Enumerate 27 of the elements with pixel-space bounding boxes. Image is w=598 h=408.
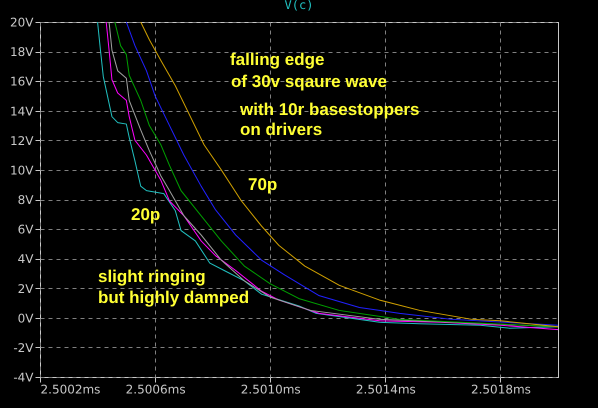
y-tick-label: 6V — [18, 222, 34, 237]
annotation: 20p — [131, 205, 160, 224]
annotation: falling edge — [230, 50, 324, 69]
x-tick-label: 2.5006ms — [126, 382, 186, 396]
annotation: slight ringing — [98, 267, 206, 286]
x-tick-label: 2.5002ms — [40, 382, 100, 396]
y-tick-label: 10V — [10, 163, 34, 178]
annotation: 70p — [248, 175, 278, 194]
y-tick-label: 20V — [10, 16, 34, 30]
y-tick-label: 2V — [18, 282, 34, 296]
y-tick-label: -4V — [13, 370, 34, 384]
x-tick-label: 2.5018ms — [470, 382, 531, 396]
annotation: but highly damped — [98, 288, 250, 307]
x-tick-label: 2.5010ms — [240, 382, 301, 396]
y-tick-label: 14V — [10, 104, 34, 118]
y-tick-label: 8V — [18, 193, 34, 207]
y-tick-label: -2V — [13, 340, 34, 355]
x-tick-label: 2.5014ms — [356, 382, 416, 396]
annotation: with 10r basestoppers — [239, 100, 420, 119]
y-tick-label: 16V — [10, 74, 34, 89]
chart-title: V(c) — [284, 0, 314, 12]
y-tick-label: 0V — [18, 311, 34, 326]
y-tick-label: 18V — [10, 45, 34, 60]
annotation: on drivers — [240, 120, 322, 139]
y-tick-label: 4V — [18, 252, 34, 266]
annotation: of 30v sqaure wave — [231, 72, 387, 91]
y-tick-label: 12V — [10, 134, 34, 148]
